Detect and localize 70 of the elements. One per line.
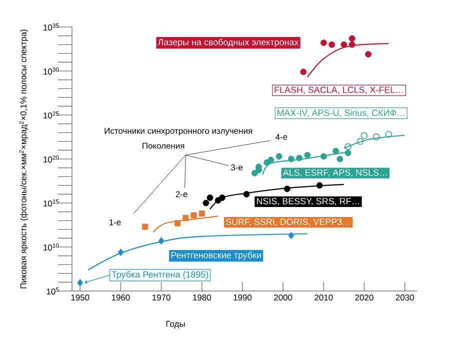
annotation: FLASH, SACLA, LCLS, X-FEL… (274, 86, 403, 94)
series-label: Рентгеновские трубки (171, 252, 261, 260)
point (320, 40, 327, 46)
point (344, 143, 352, 150)
x-axis-title: Годы (166, 320, 185, 328)
point (373, 134, 380, 140)
point (336, 156, 344, 162)
point (365, 51, 372, 58)
point (268, 156, 274, 164)
x-tick-label: 1980 (193, 294, 211, 301)
point (182, 214, 189, 221)
point (77, 278, 84, 287)
point (340, 41, 348, 48)
annotation: 3-е (230, 164, 243, 170)
text: Лазеры на свободных электронах (158, 38, 299, 48)
point (344, 150, 352, 156)
point (202, 200, 210, 206)
point (284, 186, 290, 192)
x-tick-label: 1990 (234, 294, 252, 301)
point (190, 212, 197, 218)
point (348, 35, 356, 42)
point (348, 41, 356, 48)
x-tick-label: 1970 (152, 294, 170, 301)
point (316, 182, 323, 189)
point (218, 194, 226, 201)
point (288, 156, 294, 162)
annotation: 4-е (276, 134, 288, 140)
x-tick-label: 2010 (314, 294, 333, 301)
point (243, 191, 250, 198)
point (158, 237, 164, 245)
series-label: ALS, ESRF, APS, NSLS… (282, 169, 387, 177)
y-axis-title: Пиковая яркость (фотоны/сек.×мм$^{2}$×мрад$^{2}$×0,1% полосы спектра) (19, 30, 28, 288)
point (320, 153, 327, 160)
point (118, 248, 124, 256)
text: MAX-IV, APS-U, Sirius, СКИФ… (277, 109, 404, 118)
x-tick-label: 1950 (71, 294, 90, 301)
point (356, 138, 364, 145)
annotation: Источники синхротронного излучения (104, 128, 252, 136)
annotation: 1-е (110, 219, 121, 226)
y-tick-label: 10$^{30}$ (44, 67, 59, 75)
y-tick-label: 10$^{25}$ (44, 111, 59, 119)
point (276, 153, 282, 160)
point (142, 224, 148, 230)
point (251, 170, 258, 176)
y-tick-label: 10$^{15}$ (44, 200, 59, 206)
y-tick-label: 10$^{5}$ (46, 288, 59, 294)
line-series (88, 233, 308, 270)
x-tick-label: 2030 (396, 294, 414, 301)
point (360, 132, 368, 140)
point (206, 194, 214, 201)
annotation: Трубка Рентгена (1895) (112, 270, 208, 280)
point (288, 232, 294, 240)
point (296, 154, 302, 162)
point (304, 152, 311, 158)
x-tick-label: 2000 (274, 294, 292, 301)
series-label: NSIS, BESSY, SRS, RF… (256, 198, 359, 206)
y-tick-label: 10$^{20}$ (44, 155, 59, 163)
x-tick-label: 2020 (355, 294, 374, 301)
point (300, 68, 307, 76)
point (385, 130, 392, 138)
point (332, 148, 340, 154)
y-tick-label: 10$^{10}$ (44, 243, 59, 251)
point (174, 220, 181, 226)
annotation: Поколения (142, 142, 184, 149)
annotation: 2-е (176, 191, 188, 198)
y-tick-label: 10$^{35}$ (44, 23, 59, 31)
x-tick-label: 1960 (112, 294, 130, 301)
text: SURF, SSRI, DORIS, VEPP3… (226, 218, 350, 226)
point (198, 210, 205, 217)
point (328, 41, 335, 48)
